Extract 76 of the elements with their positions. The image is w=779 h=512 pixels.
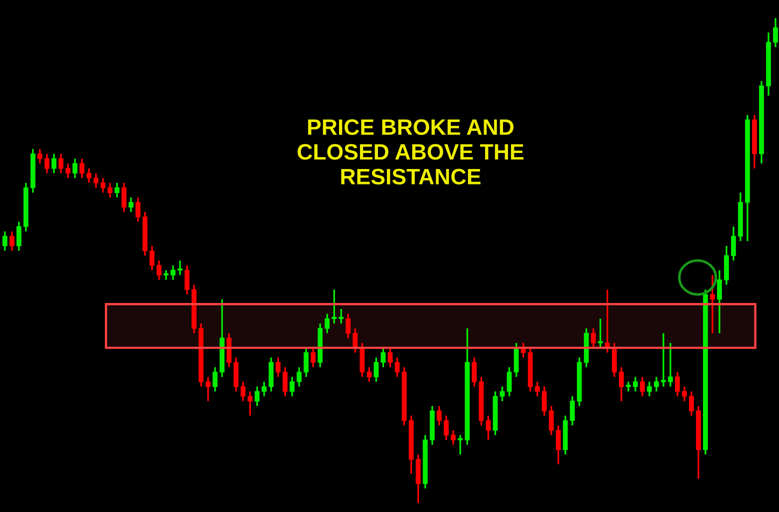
- candlestick: [282, 366, 288, 398]
- candlestick: [332, 288, 337, 324]
- candlestick: [394, 356, 400, 378]
- candlestick: [444, 414, 449, 441]
- annotation: PRICE BROKE AND CLOSED ABOVE THE RESISTANCE: [298, 119, 524, 185]
- candlestick: [122, 182, 126, 213]
- candlestick: [248, 390, 253, 417]
- candlestick: [646, 380, 652, 398]
- candlestick: [352, 328, 358, 354]
- candlestick: [640, 376, 645, 398]
- candlestick: [114, 182, 120, 198]
- candlestick: [94, 172, 98, 189]
- candlestick: [324, 313, 330, 334]
- candlestick: [136, 196, 140, 223]
- candlestick: [276, 356, 281, 378]
- candlestick: [156, 260, 162, 281]
- candlestick: [58, 152, 64, 174]
- candlestick: [500, 386, 505, 402]
- candlestick: [506, 366, 512, 398]
- candlestick: [731, 226, 736, 262]
- candlestick: [556, 424, 561, 466]
- candlestick: [296, 366, 302, 388]
- candlestick: [458, 434, 463, 456]
- candlestick: [310, 346, 316, 368]
- candlestick: [590, 328, 596, 349]
- candlestick: [717, 269, 722, 334]
- candlestick: [548, 405, 554, 436]
- candlestick: [486, 414, 491, 441]
- candlestick: [178, 260, 182, 276]
- candlestick: [626, 380, 631, 392]
- candlestick: [86, 168, 92, 184]
- candlestick: [9, 230, 14, 252]
- candlestick: [44, 152, 50, 174]
- candlestick: [290, 376, 295, 398]
- candlestick: [380, 346, 386, 368]
- candlestick: [472, 356, 477, 388]
- candlestick: [262, 380, 267, 398]
- candlestick: [338, 308, 344, 324]
- candlestick: [128, 196, 134, 213]
- candlestick: [366, 366, 372, 383]
- candlestick: [80, 158, 84, 179]
- candlestick: [170, 264, 176, 281]
- candlestick: [598, 318, 603, 349]
- candlestick: [436, 405, 442, 426]
- candlestick: [51, 152, 56, 174]
- candlestick: [2, 230, 8, 252]
- candlestick: [164, 269, 168, 281]
- candlestick: [184, 264, 190, 296]
- candlestick: [570, 395, 575, 426]
- candlestick: [346, 313, 351, 339]
- candlestick: [632, 376, 638, 392]
- candlestick: [254, 386, 260, 407]
- candlestick: [688, 390, 694, 417]
- candlestick: [212, 366, 218, 392]
- candlestick: [206, 376, 211, 402]
- candlestick: [374, 356, 379, 383]
- candlestick: [618, 366, 624, 402]
- candlestick: [150, 245, 154, 272]
- candlestick: [37, 148, 42, 164]
- candlestick: [542, 386, 547, 417]
- candlestick: [450, 429, 456, 446]
- candlestick: [304, 346, 309, 378]
- candlestick: [72, 158, 78, 179]
- candlestick: [654, 376, 659, 392]
- candlestick: [66, 162, 70, 179]
- candlestick: [773, 18, 778, 48]
- candlestick: [16, 220, 22, 252]
- candlestick: [660, 332, 666, 388]
- candlestick: [682, 386, 687, 402]
- candlestick: [534, 380, 540, 398]
- candlestick: [240, 380, 246, 402]
- candlestick: [108, 182, 112, 198]
- candlestick: [710, 274, 715, 334]
- candlestick: [668, 342, 673, 388]
- candlestick: [674, 371, 680, 398]
- candlestick: [100, 177, 106, 194]
